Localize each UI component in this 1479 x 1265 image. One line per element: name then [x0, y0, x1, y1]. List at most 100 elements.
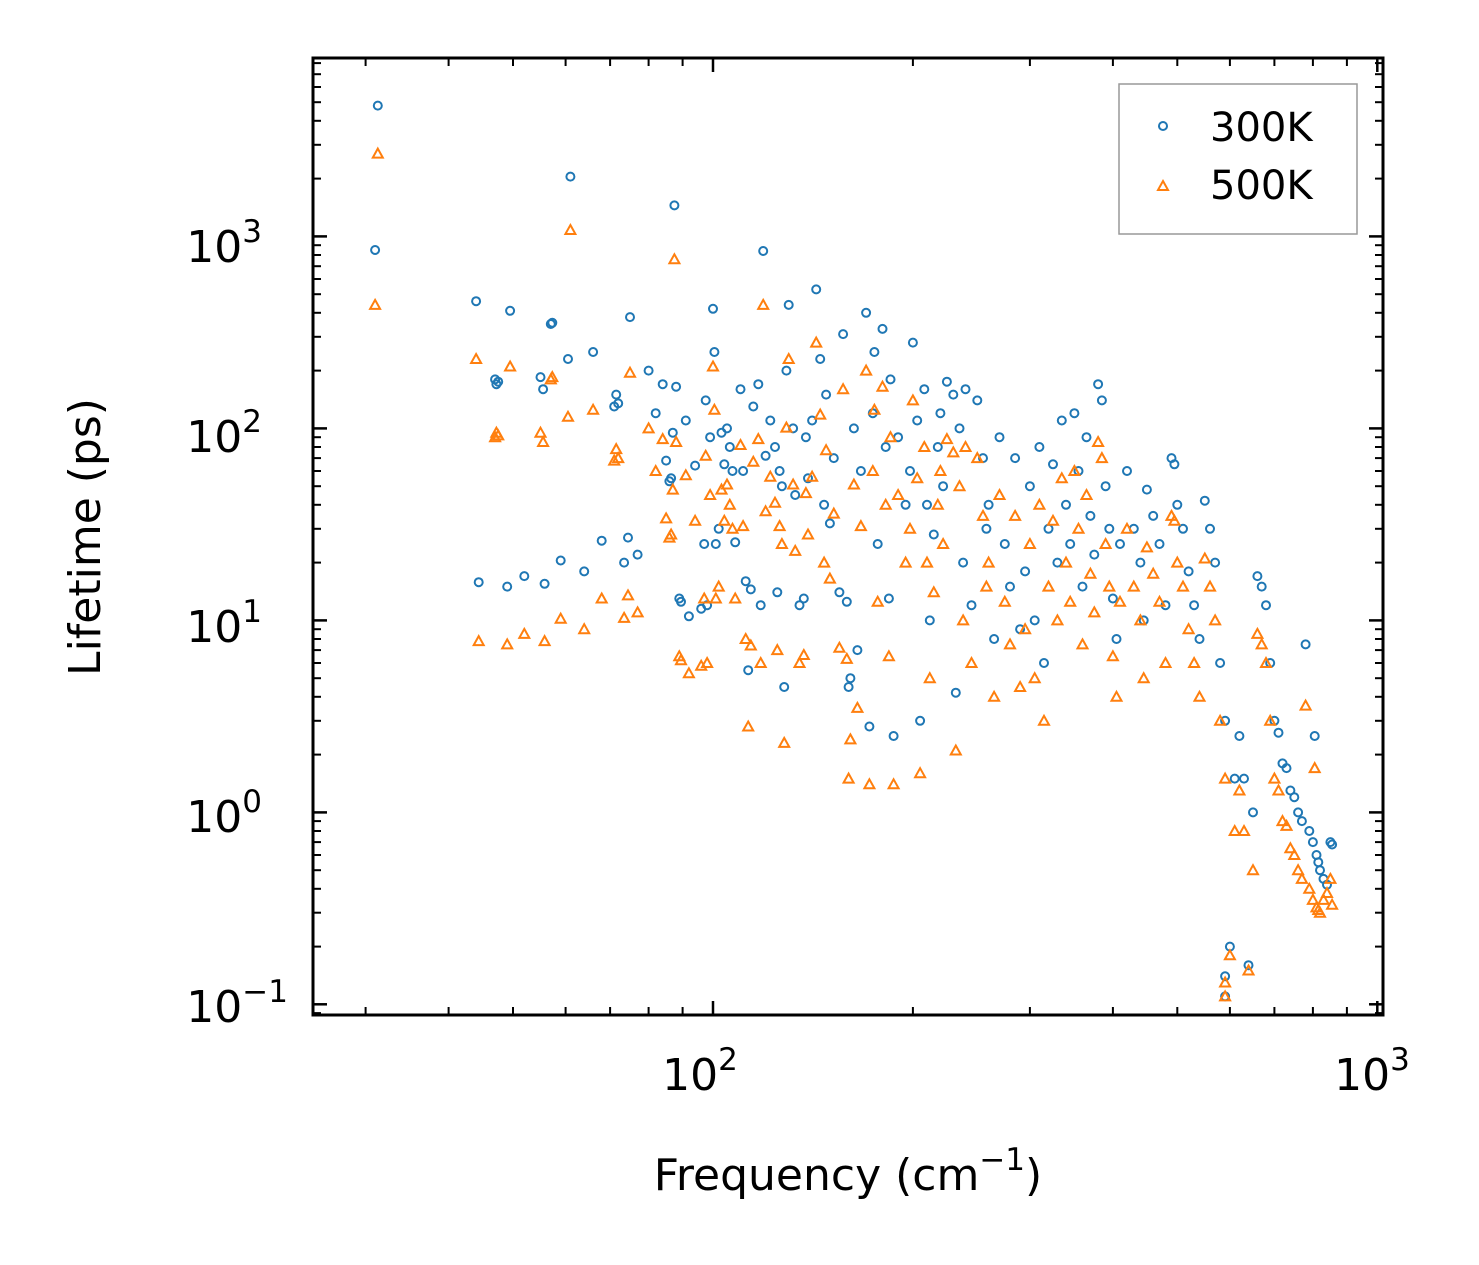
- data-point-500k: [809, 335, 823, 348]
- data-point-500k: [641, 421, 656, 434]
- data-point-500k: [1271, 783, 1286, 796]
- y-tick-label-100: 102: [186, 404, 262, 463]
- data-point-300k: [1081, 432, 1092, 443]
- data-point-300k: [539, 578, 550, 589]
- data-point-300k: [579, 566, 590, 577]
- data-point-300k: [770, 442, 780, 452]
- data-point-500k: [850, 700, 865, 713]
- data-point-500k: [1308, 761, 1322, 774]
- data-point-300k: [666, 473, 677, 484]
- data-point-500k: [1320, 885, 1334, 898]
- data-point-300k: [883, 593, 894, 604]
- data-point-300k: [1135, 557, 1146, 568]
- data-point-500k: [859, 363, 873, 376]
- data-point-300k: [613, 398, 624, 409]
- data-point-300k: [1293, 807, 1304, 818]
- data-point-300k: [547, 317, 558, 328]
- data-point-300k: [932, 442, 943, 452]
- data-point-500k: [371, 146, 385, 159]
- data-point-300k: [983, 499, 994, 510]
- data-point-500k: [910, 471, 924, 484]
- data-point-500k: [1003, 637, 1017, 650]
- data-point-500k: [920, 555, 934, 568]
- data-point-500k: [1170, 555, 1184, 568]
- data-point-300k: [1111, 634, 1122, 644]
- data-point-500k: [958, 439, 973, 452]
- data-point-500k: [561, 409, 575, 422]
- data-point-300k: [1029, 615, 1040, 626]
- data-point-500k: [656, 432, 670, 445]
- data-point-500k: [779, 420, 794, 433]
- data-point-300k: [828, 453, 839, 464]
- data-point-500k: [703, 487, 717, 500]
- data-point-300k: [915, 715, 926, 726]
- data-point-300k: [1189, 600, 1200, 611]
- data-point-300k: [700, 395, 711, 406]
- data-point-300k: [989, 634, 1000, 644]
- data-point-300k: [1107, 593, 1118, 604]
- data-point-300k: [1315, 865, 1325, 876]
- data-point-300k: [852, 645, 863, 656]
- data-point-300k: [1020, 566, 1031, 577]
- data-point-500k: [1237, 823, 1251, 836]
- data-point-300k: [1178, 523, 1188, 534]
- data-point-500k: [1055, 471, 1069, 484]
- data-point-500k: [867, 402, 882, 415]
- data-point-300k: [798, 593, 809, 604]
- data-point-300k: [709, 347, 720, 357]
- y-tick-label-1: 100: [186, 784, 262, 843]
- data-point-500k: [927, 585, 941, 598]
- data-point-300k: [912, 415, 923, 426]
- data-point-300k: [924, 615, 935, 626]
- data-point-300k: [699, 539, 710, 549]
- data-point-300k: [748, 401, 759, 412]
- data-point-500k: [1306, 892, 1320, 905]
- legend-box: [1118, 83, 1358, 235]
- data-point-300k: [473, 577, 484, 588]
- legend: 300K 500K: [1118, 83, 1358, 235]
- data-point-300k: [821, 389, 832, 400]
- data-point-300k: [935, 408, 946, 419]
- data-point-300k: [1089, 549, 1100, 560]
- data-point-300k: [690, 460, 701, 471]
- data-point-300k: [938, 481, 949, 492]
- data-point-300k: [727, 466, 738, 476]
- data-point-500k: [688, 513, 702, 526]
- data-point-300k: [708, 303, 718, 314]
- data-point-300k: [1048, 459, 1058, 470]
- data-point-300k: [781, 365, 792, 376]
- data-point-500k: [1295, 871, 1309, 884]
- data-point-500k: [623, 365, 637, 378]
- data-point-500k: [1316, 892, 1331, 905]
- data-point-500k: [664, 527, 678, 540]
- data-point-500k: [699, 448, 713, 461]
- points-layer: [368, 100, 1339, 1002]
- data-point-300k: [869, 347, 880, 357]
- data-point-500k: [472, 634, 486, 647]
- data-point-500k: [751, 432, 765, 445]
- data-point-300k: [811, 284, 822, 295]
- data-point-500k: [817, 555, 831, 568]
- data-point-500k: [700, 655, 714, 668]
- data-point-300k: [1122, 466, 1132, 476]
- data-point-300k: [824, 518, 835, 529]
- data-point-300k: [954, 423, 965, 434]
- x-tick-label-1000: 103: [1334, 1042, 1410, 1101]
- data-point-500k: [733, 437, 748, 450]
- data-point-500k: [847, 477, 861, 490]
- data-point-300k: [493, 376, 504, 387]
- data-point-500k: [886, 777, 901, 790]
- data-point-300k: [765, 415, 776, 426]
- data-point-300k: [650, 408, 661, 419]
- data-point-300k: [1234, 731, 1245, 741]
- data-point-300k: [1243, 960, 1254, 971]
- data-point-500k: [946, 445, 960, 458]
- data-point-300k: [661, 455, 672, 466]
- data-point-500k: [931, 497, 945, 510]
- data-point-500k: [630, 605, 645, 618]
- data-point-500k: [1255, 637, 1269, 650]
- data-point-300k: [790, 490, 801, 500]
- data-point-500k: [923, 671, 937, 684]
- data-point-500k: [669, 434, 683, 447]
- data-point-300k: [519, 571, 530, 582]
